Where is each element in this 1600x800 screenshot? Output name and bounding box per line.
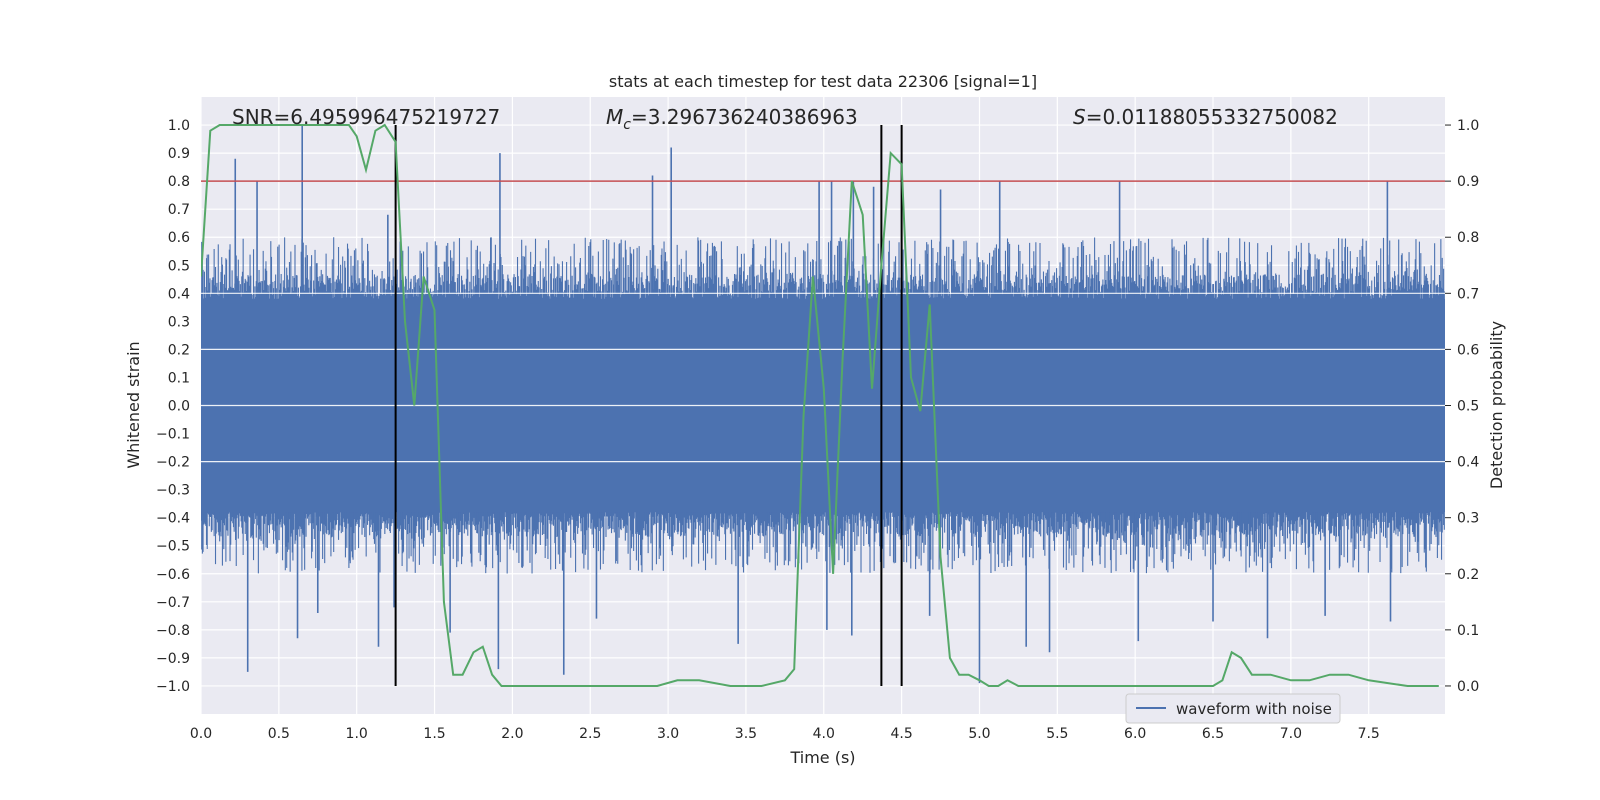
right-y-tick-label: 0.9 (1457, 174, 1479, 190)
right-y-tick-label: 0.7 (1457, 286, 1479, 302)
right-y-tick-label: 0.2 (1457, 567, 1479, 583)
x-tick-label: 3.0 (657, 726, 679, 742)
left-y-axis-label: Whitened strain (124, 341, 143, 468)
left-y-axis-ticks: −1.0 −0.9 −0.8 −0.7 −0.6 −0.5 −0.4 −0.3 −0.2 −0.1… (156, 118, 190, 695)
left-y-tick-label: 0.7 (168, 202, 190, 218)
x-tick-label: 2.5 (579, 726, 601, 742)
right-y-tick-label: 0.3 (1457, 511, 1479, 527)
right-y-tick-label: 0.1 (1457, 623, 1479, 639)
x-tick-label: 1.5 (423, 726, 445, 742)
vertical-markers (394, 125, 903, 686)
snr-annotation: SNR=6.495996475219727 (232, 105, 500, 129)
x-tick-label: 0.5 (268, 726, 290, 742)
right-y-axis-ticks: 0.0 0.1 0.2 0.3 0.4 0.5 0.6 0.7 0.8 0.9 1.0 (1445, 118, 1479, 695)
left-y-tick-label: 0.5 (168, 258, 190, 274)
x-tick-label: 7.5 (1358, 726, 1380, 742)
left-y-tick-label: 0.8 (168, 174, 190, 190)
left-y-tick-label: −0.8 (156, 623, 190, 639)
x-tick-label: 4.0 (813, 726, 835, 742)
right-y-tick-label: 0.4 (1457, 455, 1479, 471)
x-axis-ticks: 0.0 0.5 1.0 1.5 2.0 2.5 3.0 3.5 4.0 4.5 5.0 5.5 6.0 6… (190, 726, 1380, 742)
chirp-mass-annotation: Mc=3.296736240386963 (606, 105, 858, 133)
x-tick-label: 4.5 (890, 726, 912, 742)
detection-probability-line (201, 123, 1439, 687)
chirp-mass-value: =3.296736240386963 (631, 105, 858, 129)
right-y-tick-label: 0.0 (1457, 679, 1479, 695)
left-y-tick-label: 0.1 (168, 370, 190, 386)
right-y-tick-label: 0.6 (1457, 342, 1479, 358)
chirp-mass-subscript: c (623, 117, 631, 133)
x-tick-label: 5.0 (968, 726, 990, 742)
x-tick-label: 0.0 (190, 726, 212, 742)
left-y-tick-label: 0.9 (168, 146, 190, 162)
left-y-tick-label: −0.2 (156, 455, 190, 471)
left-y-tick-label: −0.5 (156, 539, 190, 555)
right-y-tick-label: 1.0 (1457, 118, 1479, 134)
left-y-tick-label: −0.6 (156, 567, 190, 583)
left-y-tick-label: −1.0 (156, 679, 190, 695)
chart-title: stats at each timestep for test data 223… (609, 72, 1037, 91)
left-y-tick-label: 1.0 (168, 118, 190, 134)
left-y-tick-label: −0.3 (156, 483, 190, 499)
left-y-tick-label: 0.2 (168, 342, 190, 358)
x-tick-label: 1.0 (346, 726, 368, 742)
s-annotation: S=0.01188055332750082 (1073, 105, 1338, 129)
x-tick-label: 5.5 (1046, 726, 1068, 742)
right-y-axis-label: Detection probability (1487, 321, 1506, 489)
left-y-tick-label: −0.7 (156, 595, 190, 611)
x-tick-label: 7.0 (1280, 726, 1302, 742)
x-tick-label: 6.5 (1202, 726, 1224, 742)
legend: waveform with noise (1125, 693, 1341, 724)
s-value: =0.01188055332750082 (1086, 105, 1338, 129)
left-y-tick-label: 0.0 (168, 399, 190, 415)
legend-box (1125, 693, 1341, 724)
left-y-tick-label: −0.9 (156, 651, 190, 667)
left-y-tick-label: −0.4 (156, 511, 190, 527)
right-y-tick-label: 0.5 (1457, 399, 1479, 415)
right-y-tick-label: 0.8 (1457, 230, 1479, 246)
x-tick-label: 6.0 (1124, 726, 1146, 742)
chirp-mass-symbol: M (606, 105, 623, 129)
x-tick-label: 2.0 (501, 726, 523, 742)
left-y-tick-label: 0.3 (168, 314, 190, 330)
s-symbol: S (1073, 105, 1086, 129)
left-y-tick-label: −0.1 (156, 427, 190, 443)
left-y-tick-label: 0.6 (168, 230, 190, 246)
x-tick-label: 3.5 (735, 726, 757, 742)
legend-waveform-label: waveform with noise (1176, 700, 1332, 718)
left-y-tick-label: 0.4 (168, 286, 190, 302)
x-axis-label: Time (s) (789, 748, 855, 767)
waveform-with-noise-series (201, 125, 1445, 684)
